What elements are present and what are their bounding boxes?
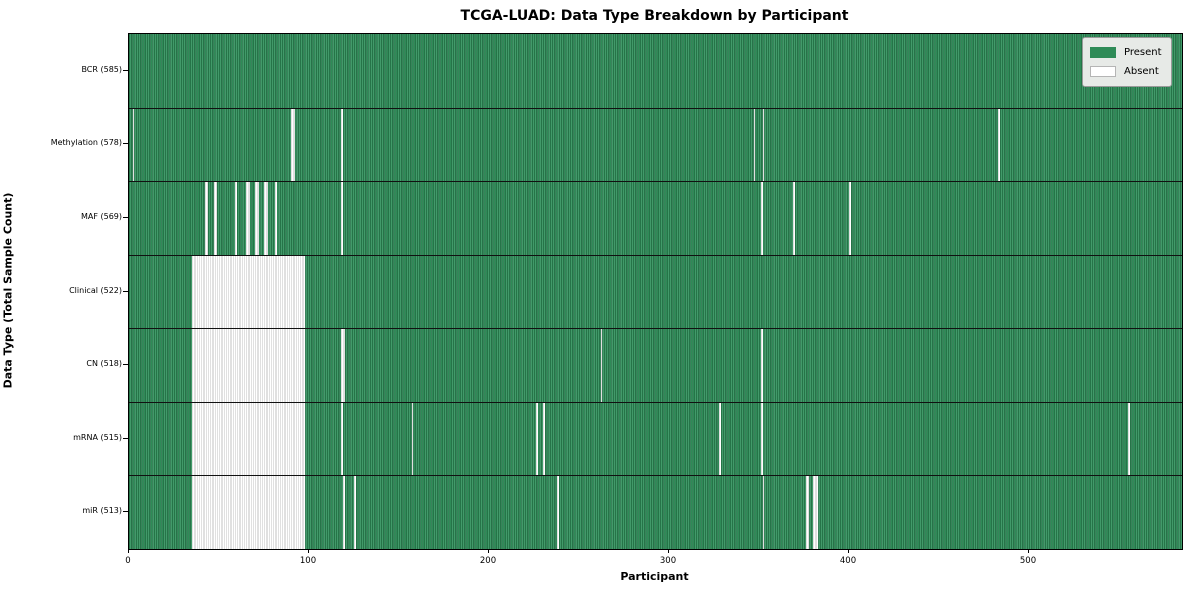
absent-segment bbox=[805, 475, 810, 549]
y-tick bbox=[123, 143, 128, 144]
absent-segment bbox=[760, 181, 763, 255]
absent-segment bbox=[762, 107, 765, 182]
y-tick bbox=[123, 217, 128, 218]
legend-item-absent: Absent bbox=[1090, 62, 1164, 81]
y-tick bbox=[123, 364, 128, 365]
absent-segment bbox=[762, 475, 765, 549]
row-Clinical bbox=[129, 254, 1182, 329]
absent-segment bbox=[793, 181, 795, 255]
absent-segment bbox=[264, 181, 268, 255]
x-tick bbox=[488, 549, 489, 553]
x-tick-label: 100 bbox=[299, 556, 317, 566]
y-tick-label-BCR: BCR (585) bbox=[81, 65, 122, 74]
absent-segment bbox=[132, 107, 135, 182]
row-separator bbox=[129, 254, 1182, 256]
absent-segment bbox=[719, 401, 722, 476]
legend-swatch-absent bbox=[1090, 66, 1116, 77]
row-separator bbox=[129, 475, 1182, 477]
absent-segment bbox=[235, 181, 237, 255]
x-tick-label: 200 bbox=[479, 556, 497, 566]
legend-label: Present bbox=[1124, 47, 1162, 58]
x-tick bbox=[668, 549, 669, 553]
absent-segment bbox=[849, 181, 851, 255]
row-Methylation bbox=[129, 107, 1182, 182]
row-mRNA bbox=[129, 401, 1182, 476]
absent-segment bbox=[213, 181, 218, 255]
legend-item-present: Present bbox=[1090, 43, 1164, 62]
y-tick bbox=[123, 291, 128, 292]
row-separator bbox=[129, 401, 1182, 403]
absent-segment bbox=[760, 401, 763, 476]
x-tick bbox=[848, 549, 849, 553]
x-tick-label: 500 bbox=[1019, 556, 1037, 566]
absent-segment bbox=[543, 401, 545, 476]
y-tick-label-Clinical: Clinical (522) bbox=[69, 286, 122, 295]
y-tick-label-MAF: MAF (569) bbox=[80, 212, 122, 221]
absent-segment bbox=[291, 107, 295, 182]
y-tick bbox=[123, 511, 128, 512]
absent-segment bbox=[246, 181, 250, 255]
absent-segment bbox=[274, 181, 277, 255]
absent-segment bbox=[535, 401, 538, 476]
legend-swatch-present bbox=[1090, 47, 1116, 58]
y-tick-label-mRNA: mRNA (515) bbox=[73, 433, 122, 442]
absent-segment bbox=[998, 107, 1001, 182]
row-separator bbox=[129, 181, 1182, 183]
absent-segment bbox=[341, 107, 344, 182]
y-tick-label-CN: CN (518) bbox=[86, 359, 122, 368]
chart-title: TCGA-LUAD: Data Type Breakdown by Partic… bbox=[460, 8, 849, 24]
row-CN bbox=[129, 328, 1182, 402]
absent-segment bbox=[192, 254, 306, 329]
present-fill bbox=[129, 107, 1182, 182]
absent-segment bbox=[343, 475, 345, 549]
absent-segment bbox=[600, 328, 603, 402]
absent-segment bbox=[1128, 401, 1130, 476]
row-separator bbox=[129, 107, 1182, 109]
x-tick-label: 0 bbox=[125, 556, 131, 566]
absent-segment bbox=[341, 328, 345, 402]
absent-segment bbox=[192, 401, 306, 476]
row-MAF bbox=[129, 181, 1182, 255]
x-tick bbox=[1028, 549, 1029, 553]
x-tick bbox=[128, 549, 129, 553]
absent-segment bbox=[813, 475, 819, 549]
plot-area bbox=[128, 33, 1183, 550]
absent-segment bbox=[354, 475, 356, 549]
absent-segment bbox=[255, 181, 259, 255]
row-BCR bbox=[129, 34, 1182, 108]
row-separator bbox=[129, 328, 1182, 330]
y-tick-label-Methylation: Methylation (578) bbox=[50, 138, 122, 147]
legend: Present Absent bbox=[1082, 37, 1172, 87]
x-tick-label: 300 bbox=[659, 556, 677, 566]
absent-segment bbox=[341, 181, 344, 255]
x-tick-label: 400 bbox=[839, 556, 857, 566]
present-fill bbox=[129, 34, 1182, 108]
x-tick bbox=[308, 549, 309, 553]
absent-segment bbox=[341, 401, 344, 476]
present-fill bbox=[129, 181, 1182, 255]
absent-segment bbox=[753, 107, 756, 182]
absent-segment bbox=[411, 401, 414, 476]
y-tick bbox=[123, 70, 128, 71]
y-tick-label-miR: miR (513) bbox=[82, 506, 122, 515]
y-tick bbox=[123, 438, 128, 439]
absent-segment bbox=[204, 181, 209, 255]
x-axis-label: Participant bbox=[620, 570, 689, 583]
absent-segment bbox=[557, 475, 560, 549]
absent-segment bbox=[192, 475, 306, 549]
row-miR bbox=[129, 475, 1182, 549]
absent-segment bbox=[760, 328, 763, 402]
absent-segment bbox=[192, 328, 306, 402]
legend-label: Absent bbox=[1124, 66, 1159, 77]
